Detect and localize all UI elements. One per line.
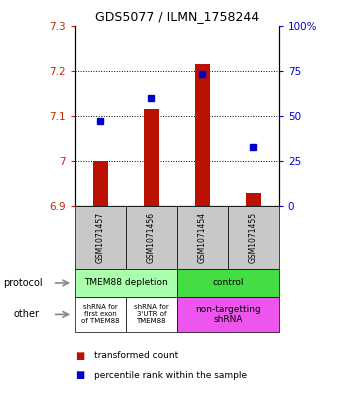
Bar — [143, 109, 159, 206]
Text: other: other — [14, 309, 39, 320]
Text: transformed count: transformed count — [94, 351, 178, 360]
Text: shRNA for
3'UTR of
TMEM88: shRNA for 3'UTR of TMEM88 — [134, 305, 169, 324]
Text: GSM1071455: GSM1071455 — [249, 212, 258, 263]
Text: non-targetting
shRNA: non-targetting shRNA — [195, 305, 261, 324]
Bar — [245, 193, 261, 206]
Text: protocol: protocol — [3, 278, 43, 288]
Bar — [92, 161, 108, 206]
Text: GSM1071456: GSM1071456 — [147, 212, 156, 263]
Text: GSM1071454: GSM1071454 — [198, 212, 207, 263]
Text: ■: ■ — [75, 370, 84, 380]
Text: percentile rank within the sample: percentile rank within the sample — [94, 371, 246, 380]
Text: GSM1071457: GSM1071457 — [96, 212, 105, 263]
Text: ■: ■ — [75, 351, 84, 361]
Text: shRNA for
first exon
of TMEM88: shRNA for first exon of TMEM88 — [81, 305, 120, 324]
Text: TMEM88 depletion: TMEM88 depletion — [84, 279, 168, 287]
Title: GDS5077 / ILMN_1758244: GDS5077 / ILMN_1758244 — [95, 10, 259, 23]
Text: control: control — [212, 279, 243, 287]
Bar — [194, 64, 210, 206]
